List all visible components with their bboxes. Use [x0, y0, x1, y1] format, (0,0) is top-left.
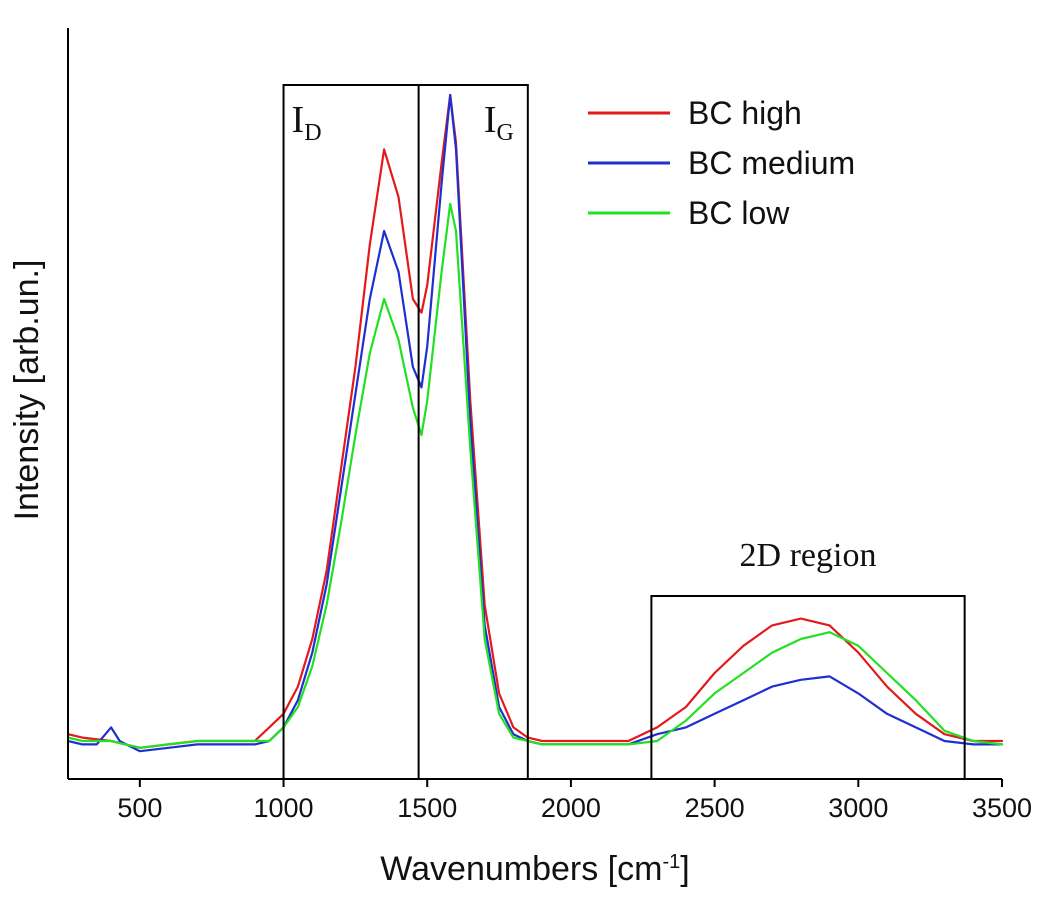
legend: BC high BC medium BC low — [588, 95, 855, 231]
x-tick-label: 3500 — [972, 793, 1032, 823]
series-line-bc-medium — [66, 93, 1004, 753]
x-tick-label: 2000 — [541, 793, 601, 823]
y-axis-title: Intensity [arb.un.] — [8, 260, 46, 521]
legend-label: BC high — [688, 95, 802, 131]
series-line-bc-low — [66, 202, 1004, 749]
x-axis-title: Wavenumbers [cm-1] — [380, 850, 689, 888]
x-tick-label: 1500 — [397, 793, 457, 823]
id-region-label: ID — [292, 99, 322, 146]
x-tick-label: 2500 — [685, 793, 745, 823]
legend-label: BC low — [688, 195, 790, 231]
id-region-box — [282, 84, 529, 780]
x-tick-label: 3000 — [828, 793, 888, 823]
plot-area — [66, 93, 1004, 753]
x-tick-label: 1000 — [253, 793, 313, 823]
annotated-regions: ID IG 2D region — [282, 84, 966, 780]
axes — [67, 28, 1002, 780]
ig-region-label: IG — [484, 99, 514, 146]
legend-label: BC medium — [688, 145, 855, 181]
x-axis-ticks: 500 1000 1500 2000 2500 3000 3500 — [117, 779, 1032, 823]
2d-region-box — [650, 595, 966, 780]
2d-region-label: 2D region — [740, 537, 877, 574]
x-tick-label: 500 — [117, 793, 162, 823]
